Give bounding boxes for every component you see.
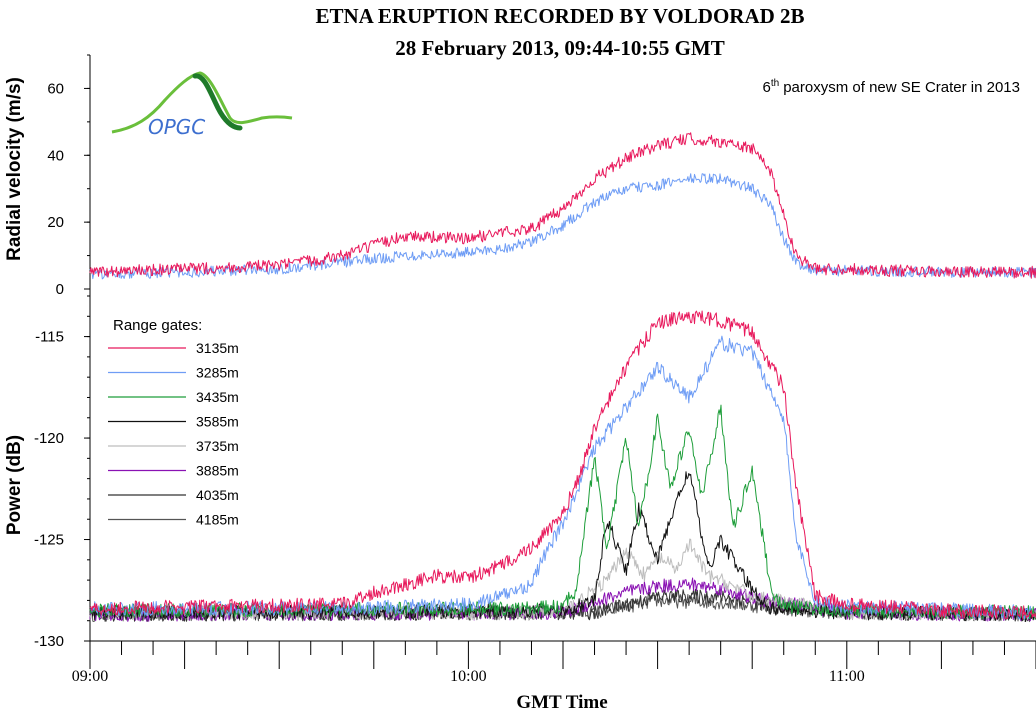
legend: Range gates: 3135m 3285m 3435m 3585m 3735m 388… <box>108 317 239 528</box>
chart-subtitle: 28 February 2013, 09:44-10:55 GMT <box>395 36 725 60</box>
legend-label: 3435m <box>196 389 239 405</box>
velocity-y-tick-label: 60 <box>47 80 64 97</box>
logo-text: OPGC <box>148 115 205 139</box>
velocity-series-1 <box>89 173 1036 280</box>
logo-mountain-swoosh <box>111 71 293 134</box>
annotation-ordinal-suffix: th <box>771 78 779 89</box>
x-tick-label: 09:00 <box>72 668 108 685</box>
velocity-y-tick-label: 0 <box>56 281 64 298</box>
legend-title: Range gates: <box>113 317 202 334</box>
legend-label: 3285m <box>196 365 239 381</box>
power-series-3435m <box>89 404 1036 620</box>
power-y-tick-label: -120 <box>34 430 64 447</box>
legend-label: 3135m <box>196 340 239 356</box>
velocity-axis-title: Radial velocity (m/s) <box>4 77 25 261</box>
series-layer <box>89 132 1036 623</box>
power-axis-title: Power (dB) <box>4 435 25 535</box>
annotation-text: paroxysm of new SE Crater in 2013 <box>783 79 1020 96</box>
power-y-tick-label: -115 <box>35 329 64 346</box>
velocity-series-0 <box>89 132 1036 279</box>
chart-title: ETNA ERUPTION RECORDED BY VOLDORAD 2B <box>315 4 804 28</box>
x-tick-label: 11:00 <box>829 668 865 685</box>
velocity-y-tick-label: 40 <box>47 147 64 164</box>
legend-label: 4185m <box>196 512 239 528</box>
velocity-y-tick-label: 20 <box>47 214 64 231</box>
x-axis-title: GMT Time <box>516 692 607 713</box>
power-y-tick-label: -130 <box>34 633 64 650</box>
legend-label: 3735m <box>196 438 239 454</box>
legend-label: 4035m <box>196 487 239 503</box>
power-series-3135m <box>89 310 1036 620</box>
opgc-logo: OPGC <box>111 71 293 139</box>
legend-label: 3585m <box>196 414 239 430</box>
x-tick-label: 10:00 <box>450 668 486 685</box>
legend-label: 3885m <box>196 463 239 479</box>
annotation-ordinal: 6 <box>763 79 771 96</box>
logo-mountain-peak <box>192 73 243 131</box>
power-y-tick-label: -125 <box>34 532 64 549</box>
annotation: 6th paroxysm of new SE Crater in 2013 <box>763 78 1020 96</box>
axes-layer: 0 20 40 60 -130 -125 -120 -115 09:00 10:00 11:00 <box>34 54 1036 685</box>
